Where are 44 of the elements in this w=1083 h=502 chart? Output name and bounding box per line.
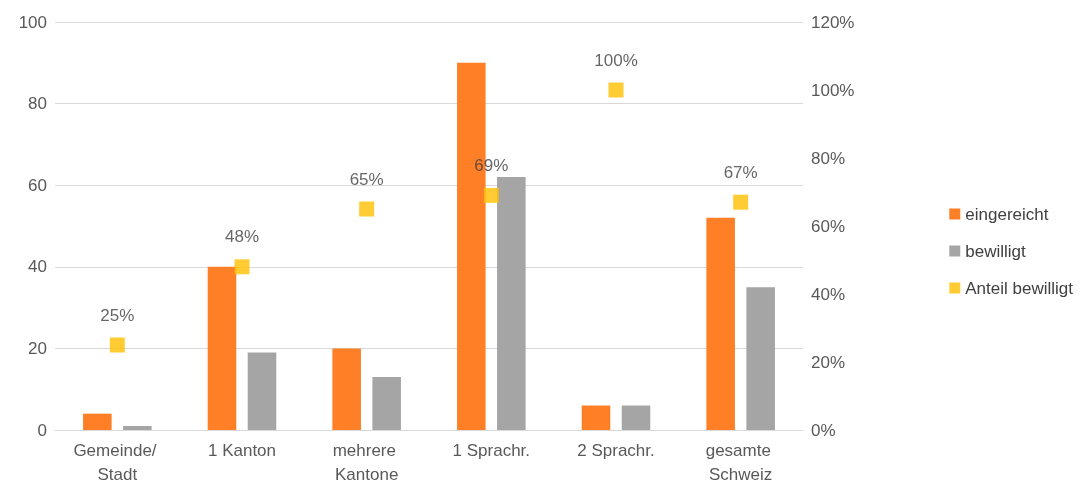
data-label: 25%	[100, 305, 135, 325]
point	[234, 259, 250, 275]
legend-label: eingereicht	[965, 204, 1049, 224]
y-tick-label: 0	[37, 420, 47, 440]
data-label: 48%	[224, 227, 260, 247]
y2-tick-label: 20%	[811, 352, 846, 372]
x-tick-label: gesamte Schweiz	[705, 440, 776, 484]
bar	[123, 425, 152, 430]
x-tick-label: 1 Sprachr.	[452, 440, 531, 460]
bar	[207, 266, 237, 430]
x-tick-label: 2 Sprachr.	[577, 440, 655, 460]
bar	[247, 352, 277, 430]
y-tick-label: 60	[28, 175, 47, 195]
point	[733, 194, 749, 210]
point	[608, 82, 624, 98]
x-tick-label: Gemeinde/ Stadt	[73, 440, 162, 484]
bar	[706, 217, 735, 430]
x-tick-label: mehrere Kantone	[332, 440, 401, 484]
y2-tick-label: 0%	[811, 420, 836, 440]
bar	[83, 413, 112, 430]
point	[483, 187, 499, 203]
y-tick-label: 20	[28, 338, 47, 358]
bar	[746, 287, 775, 430]
y2-tick-label: 100%	[811, 80, 855, 100]
x-tick-label: 1 Kanton	[207, 440, 277, 460]
bar	[581, 405, 611, 430]
y2-tick-label: 80%	[811, 148, 846, 168]
y-tick-label: 40	[28, 257, 47, 277]
y2-tick-label: 40%	[811, 284, 846, 304]
point	[109, 337, 125, 353]
y2-tick-label: 120%	[811, 12, 855, 32]
bar	[372, 376, 401, 430]
data-label: 67%	[723, 162, 758, 182]
y-tick-label: 80	[28, 94, 47, 114]
legend-label: Anteil bewilligt	[965, 278, 1074, 298]
point	[359, 201, 375, 217]
data-label: 100%	[594, 50, 638, 70]
bar	[497, 177, 526, 430]
legend-label: bewilligt	[965, 241, 1027, 261]
bar	[621, 405, 651, 430]
y-tick-label: 100	[18, 12, 47, 32]
bar	[332, 348, 361, 430]
y2-tick-label: 60%	[811, 216, 846, 236]
data-label: 65%	[349, 169, 384, 189]
